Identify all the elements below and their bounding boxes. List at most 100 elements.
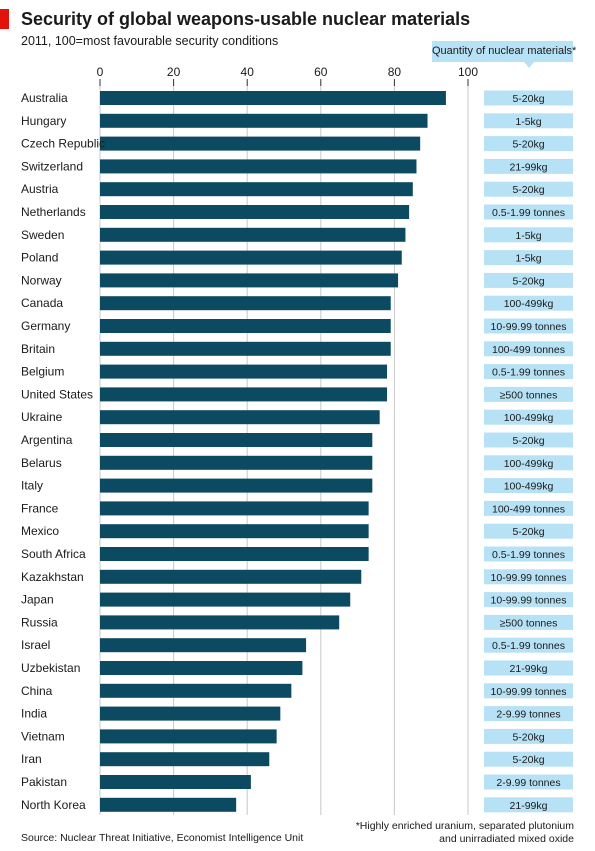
quantity-label: 0.5-1.99 tonnes — [492, 207, 565, 219]
quantity-label: 1-5kg — [515, 230, 541, 242]
category-label: Austria — [21, 182, 59, 196]
category-label: Ukraine — [21, 410, 63, 424]
bar — [100, 478, 373, 493]
quantity-pill — [484, 751, 573, 767]
bar — [100, 615, 340, 630]
quantity-label: 10-99.99 tonnes — [491, 686, 567, 698]
x-tick-label: 0 — [97, 65, 104, 79]
bar — [100, 683, 292, 698]
quantity-pill — [484, 432, 573, 448]
bar — [100, 113, 428, 128]
bar — [100, 205, 410, 219]
quantity-pill — [484, 455, 573, 471]
category-label: Italy — [21, 479, 43, 493]
bar — [100, 524, 369, 539]
quantity-label: 1-5kg — [515, 116, 541, 128]
category-label: Belarus — [21, 456, 62, 470]
quantity-column-header: Quantity of nuclear materials* — [432, 41, 576, 62]
category-label: Israel — [21, 638, 50, 652]
quantity-label: 0.5-1.99 tonnes — [492, 640, 565, 652]
quantity-label: 100-499 tonnes — [492, 344, 565, 356]
quantity-pill — [484, 341, 573, 357]
chart-title: Security of global weapons-usable nuclea… — [21, 9, 471, 29]
quantity-pill — [484, 204, 573, 220]
category-label: Norway — [21, 273, 62, 287]
quantity-label: 100-499 tonnes — [492, 503, 565, 515]
quantity-label: 10-99.99 tonnes — [491, 572, 567, 584]
category-label: Japan — [21, 593, 54, 607]
quantity-pill — [484, 728, 573, 744]
quantity-label: ≥500 tonnes — [500, 389, 558, 401]
bar — [100, 91, 446, 105]
bar — [100, 341, 391, 356]
x-axis-ticks: 0 20 40 60 80 100 — [97, 65, 478, 86]
quantity-pill — [484, 113, 573, 129]
category-label: Argentina — [21, 433, 73, 447]
bar — [100, 387, 388, 402]
x-tick-label: 20 — [167, 65, 181, 79]
category-label: North Korea — [21, 798, 86, 812]
bar — [100, 159, 417, 174]
quantity-label: 2-9.99 tonnes — [496, 709, 560, 721]
bar — [100, 592, 351, 607]
quantity-pill — [484, 158, 573, 174]
quantity-pill — [484, 181, 573, 197]
quantity-label: ≥500 tonnes — [500, 617, 558, 629]
brand-red-mark — [0, 9, 9, 29]
category-label: France — [21, 501, 59, 515]
quantity-pill — [484, 136, 573, 152]
x-tick-label: 100 — [458, 65, 478, 79]
category-label: China — [21, 684, 53, 698]
quantity-pill — [484, 797, 573, 813]
quantity-pill — [484, 614, 573, 630]
category-label: United States — [21, 387, 93, 401]
quantity-label: 5-20kg — [512, 526, 544, 538]
category-label: Iran — [21, 752, 42, 766]
quantity-pill — [484, 409, 573, 425]
bar — [100, 775, 251, 789]
bar — [100, 273, 399, 288]
quantity-pill — [484, 90, 573, 106]
quantity-pill — [484, 523, 573, 539]
quantity-pill — [484, 364, 573, 380]
category-label: Sweden — [21, 228, 64, 242]
quantity-label: 21-99kg — [510, 800, 548, 812]
category-label: Czech Republic — [21, 137, 105, 151]
bar — [100, 410, 380, 425]
quantity-pill — [484, 272, 573, 288]
footnote-line-1: *Highly enriched uranium, separated plut… — [355, 820, 574, 832]
bar — [100, 729, 277, 744]
quantity-pill — [484, 546, 573, 562]
quantity-pill — [484, 660, 573, 676]
footnote: *Highly enriched uranium, separated plut… — [356, 820, 574, 846]
category-label: Kazakhstan — [21, 570, 84, 584]
quantity-pill — [484, 250, 573, 266]
quantity-label: 5-20kg — [512, 754, 544, 766]
quantity-pill — [484, 295, 573, 311]
category-label: Canada — [21, 296, 63, 310]
quantity-pill — [484, 774, 573, 790]
bar — [100, 182, 413, 197]
bar — [100, 136, 421, 151]
quantity-label: 5-20kg — [512, 731, 544, 743]
quantity-label: 2-9.99 tonnes — [496, 777, 560, 789]
quantity-pill — [484, 318, 573, 334]
category-label: Germany — [21, 319, 70, 333]
bar — [100, 433, 373, 447]
quantity-labels: 5-20kg 1-5kg 5-20kg 21-99kg 5-20kg 0.5-1.99 t… — [484, 90, 573, 813]
quantity-pill — [484, 637, 573, 653]
bar — [100, 250, 402, 265]
category-label: Hungary — [21, 114, 66, 128]
quantity-label: 100-499kg — [504, 412, 554, 424]
quantity-label: 10-99.99 tonnes — [491, 595, 567, 607]
quantity-label: 21-99kg — [510, 663, 548, 675]
bar — [100, 227, 406, 242]
x-tick-label: 80 — [388, 65, 402, 79]
category-label: Belgium — [21, 365, 64, 379]
bar — [100, 706, 281, 721]
quantity-pill — [484, 592, 573, 608]
bar — [100, 296, 391, 311]
bar — [100, 547, 369, 561]
bar — [100, 455, 373, 470]
quantity-pill — [484, 227, 573, 243]
